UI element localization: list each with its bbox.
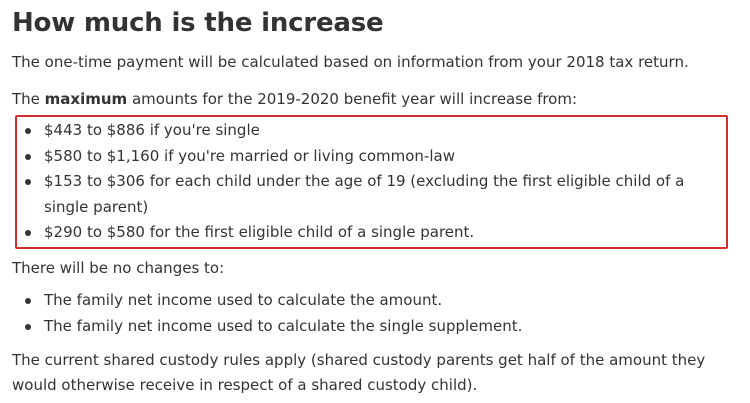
list-item: The family net income used to calculate … bbox=[12, 314, 712, 340]
list-item: $580 to $1,160 if you're married or livi… bbox=[12, 144, 712, 170]
bullet-icon bbox=[25, 153, 31, 160]
list-item: $443 to $886 if you're single bbox=[12, 118, 712, 144]
maximum-amounts-paragraph: The maximum amounts for the 2019-2020 be… bbox=[12, 87, 577, 112]
maximum-prefix: The bbox=[12, 90, 45, 108]
increase-list: $443 to $886 if you're single $580 to $1… bbox=[12, 118, 712, 246]
list-item-text: $153 to $306 for each child under the ag… bbox=[44, 172, 685, 216]
list-item-text: The family net income used to calculate … bbox=[44, 291, 443, 309]
list-item-text: $443 to $886 if you're single bbox=[44, 121, 260, 139]
page-title: How much is the increase bbox=[12, 8, 384, 38]
bullet-icon bbox=[25, 323, 31, 330]
no-changes-list: The family net income used to calculate … bbox=[12, 288, 712, 339]
bullet-icon bbox=[25, 298, 31, 304]
custody-paragraph: The current shared custody rules apply (… bbox=[12, 351, 706, 394]
list-item: The family net income used to calculate … bbox=[12, 288, 712, 314]
bullet-icon bbox=[25, 230, 31, 236]
bullet-icon bbox=[25, 128, 31, 134]
no-changes-intro: There will be no changes to: bbox=[12, 259, 225, 277]
maximum-suffix: amounts for the 2019-2020 benefit year w… bbox=[127, 90, 578, 108]
list-item: $153 to $306 for each child under the ag… bbox=[12, 169, 712, 220]
maximum-bold: maximum bbox=[44, 90, 128, 108]
intro-paragraph: The one-time payment will be calculated … bbox=[12, 53, 689, 71]
list-item-text: The family net income used to calculate … bbox=[44, 316, 523, 335]
list-item-text: $290 to $580 for the first eligible chil… bbox=[44, 223, 475, 241]
list-item: $290 to $580 for the first eligible chil… bbox=[12, 220, 712, 246]
bullet-icon bbox=[25, 179, 31, 185]
list-item-text: $580 to $1,160 if you're married or livi… bbox=[44, 146, 455, 165]
